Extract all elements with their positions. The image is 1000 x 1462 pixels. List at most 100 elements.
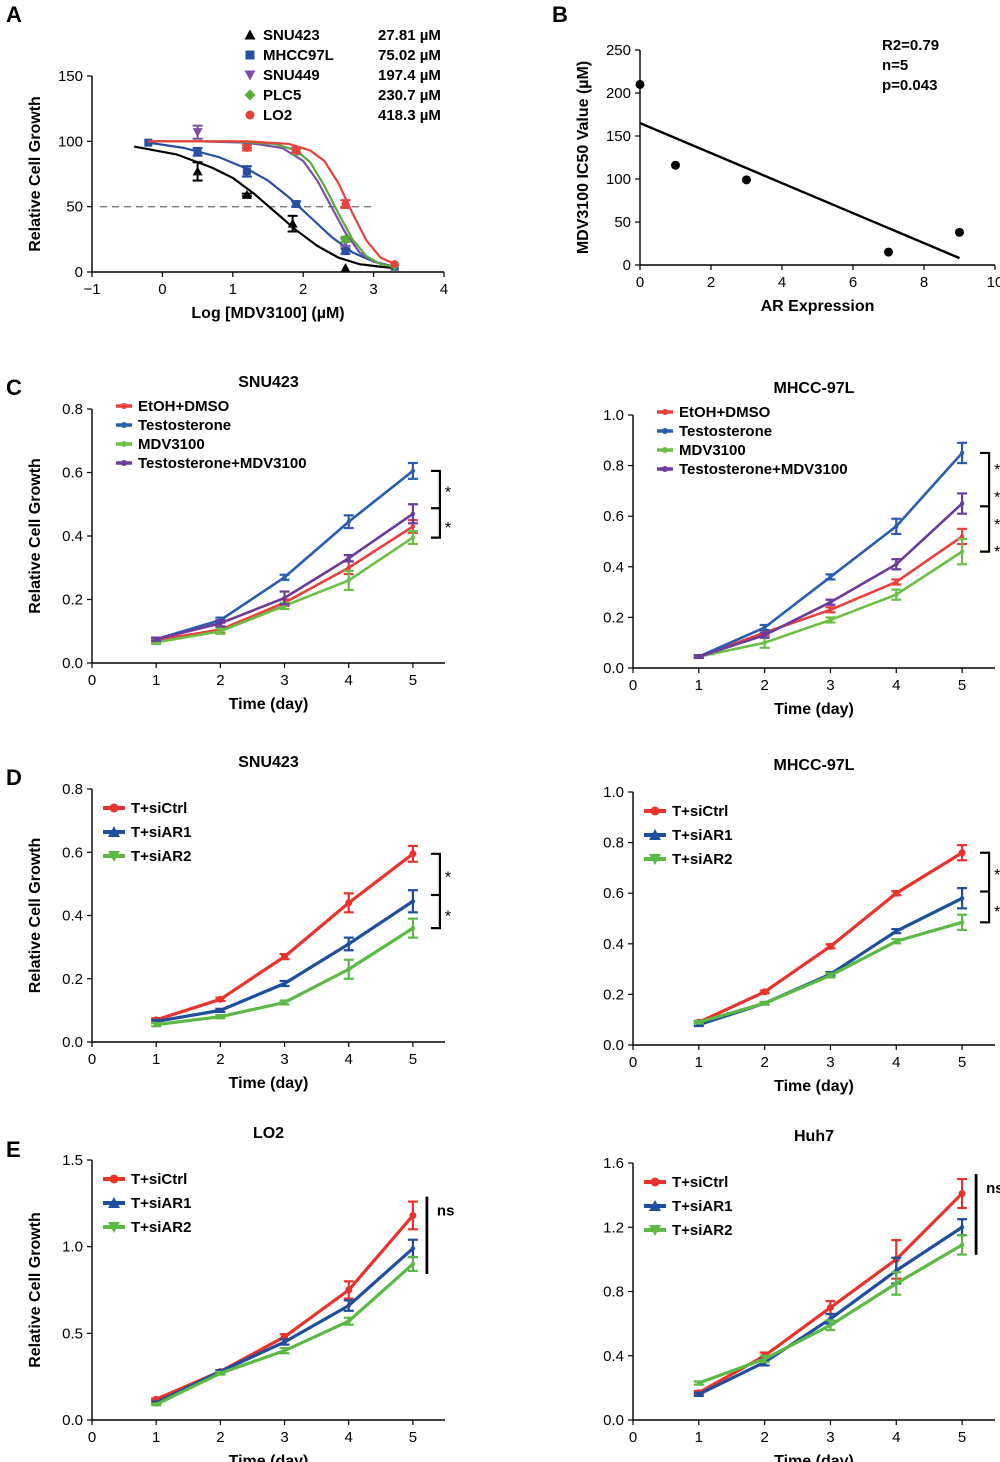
x-tick-label: 5 <box>958 677 966 694</box>
legend-value: 27.81 µM <box>378 27 441 44</box>
data-point <box>192 128 203 138</box>
legend-marker <box>109 1174 119 1184</box>
plot-area-a: SNU423 27.81 µM MHCC97L 75.02 µM SNU449 197.4… <box>100 27 441 273</box>
x-tick-label: 4 <box>345 672 353 689</box>
x-tick-label: 4 <box>892 1054 900 1071</box>
series-Testosterone: Testosterone <box>116 417 418 642</box>
legend-marker <box>649 1200 661 1211</box>
stat-annotation: R2=0.79 <box>882 37 939 54</box>
data-point <box>242 143 251 152</box>
data-point <box>346 1319 351 1324</box>
data-point <box>282 1339 287 1345</box>
x-tick-label: 0 <box>629 677 637 694</box>
data-point <box>761 988 769 996</box>
data-point <box>346 967 351 972</box>
data-point <box>894 562 899 567</box>
x-tick-label: 5 <box>409 672 417 689</box>
data-point <box>671 160 680 170</box>
y-axis-label: Relative Cell Growth <box>27 96 44 252</box>
y-axis-label: MDV3100 IC50 Value (µM) <box>575 61 592 254</box>
x-tick-label: 2 <box>707 274 715 291</box>
significance-label: ns <box>986 1180 1000 1197</box>
data-point <box>409 850 417 858</box>
data-point <box>828 574 833 580</box>
x-tick-label: 3 <box>280 1051 288 1068</box>
y-tick-label: 1.0 <box>603 784 624 801</box>
legend-value: 75.02 µM <box>378 47 441 64</box>
axes-4: 0 1 2 3 4 5 0.0 0.2 0.4 0.6 0.8 Time (day) Relative … <box>27 754 445 1092</box>
legend-label: T+siCtrl <box>131 800 187 817</box>
legend-label: EtOH+DMSO <box>138 398 230 415</box>
x-axis-label: Time (day) <box>229 1075 309 1092</box>
series-T+siAR2: T+siAR2 <box>644 1222 968 1386</box>
legend-label: LO2 <box>263 107 292 124</box>
x-tick-label: 3 <box>280 672 288 689</box>
y-tick-label: 0.0 <box>62 655 83 672</box>
panel-label-a: A <box>6 2 22 27</box>
y-tick-label: 1.2 <box>603 1219 624 1236</box>
significance-label: * <box>994 867 1000 884</box>
legend-label: Testosterone <box>138 417 231 434</box>
chart-title: MHCC-97L <box>774 380 855 397</box>
y-tick-label: 1.6 <box>603 1155 624 1172</box>
x-axis-label: Time (day) <box>229 1453 309 1462</box>
data-point <box>345 899 353 907</box>
legend-marker <box>108 1197 120 1208</box>
x-tick-label: 2 <box>216 1051 224 1068</box>
x-tick-label: 2 <box>760 1054 768 1071</box>
data-point <box>282 575 287 580</box>
fit-curve <box>148 140 396 266</box>
significance-label: * <box>445 909 451 926</box>
legend-marker <box>662 428 668 434</box>
series-line <box>155 469 414 641</box>
legend-label: T+siAR1 <box>672 1198 732 1215</box>
data-point <box>762 632 767 638</box>
data-point <box>828 1323 833 1328</box>
legend-label: SNU449 <box>263 67 320 84</box>
data-point <box>242 167 251 176</box>
panel-label-b: B <box>552 2 568 27</box>
y-tick-label: 0.8 <box>62 401 83 418</box>
data-point <box>144 138 153 147</box>
fit-curve <box>134 145 395 270</box>
y-tick-label: 0.4 <box>603 1348 624 1365</box>
data-point <box>153 1402 159 1407</box>
y-tick-label: 0.0 <box>603 1412 624 1429</box>
legend-label: T+siCtrl <box>131 1171 187 1188</box>
plot-area-6: T+siCtrl T+siAR1 T+siAR2 ns <box>103 1171 454 1407</box>
data-point <box>826 942 834 950</box>
x-tick-label: 5 <box>958 1054 966 1071</box>
x-tick-label: 2 <box>299 281 307 298</box>
x-tick-label: 4 <box>778 274 786 291</box>
legend-marker <box>108 1222 120 1233</box>
series-Testosterone+MDV3100: Testosterone+MDV3100 <box>116 455 418 642</box>
chart-title: MHCC-97L <box>774 757 855 774</box>
data-point <box>346 565 351 570</box>
data-point <box>762 640 767 645</box>
legend-marker <box>244 29 256 40</box>
legend-marker <box>108 826 120 837</box>
significance-label: * <box>994 462 1000 479</box>
x-tick-label: 4 <box>345 1429 353 1446</box>
legend-label: T+siAR2 <box>131 848 191 865</box>
data-point <box>340 263 351 273</box>
series-T+siAR2: T+siAR2 <box>103 1219 418 1407</box>
series-line <box>155 852 414 1022</box>
data-point <box>287 218 298 228</box>
regression-line <box>639 121 960 260</box>
y-tick-label: 0.0 <box>62 1034 83 1051</box>
series-line <box>155 1247 414 1405</box>
data-point <box>282 1348 287 1353</box>
series-T+siAR2: T+siAR2 <box>103 848 418 1028</box>
legend-marker <box>650 1177 660 1187</box>
legend-marker <box>649 854 661 865</box>
x-tick-label: 4 <box>440 281 448 298</box>
x-tick-label: 0 <box>629 1429 637 1446</box>
legend-label: T+siAR2 <box>131 1219 191 1236</box>
data-point <box>959 920 965 925</box>
data-point <box>696 654 702 659</box>
y-tick-label: 0.4 <box>603 936 624 953</box>
data-point <box>762 1001 767 1006</box>
